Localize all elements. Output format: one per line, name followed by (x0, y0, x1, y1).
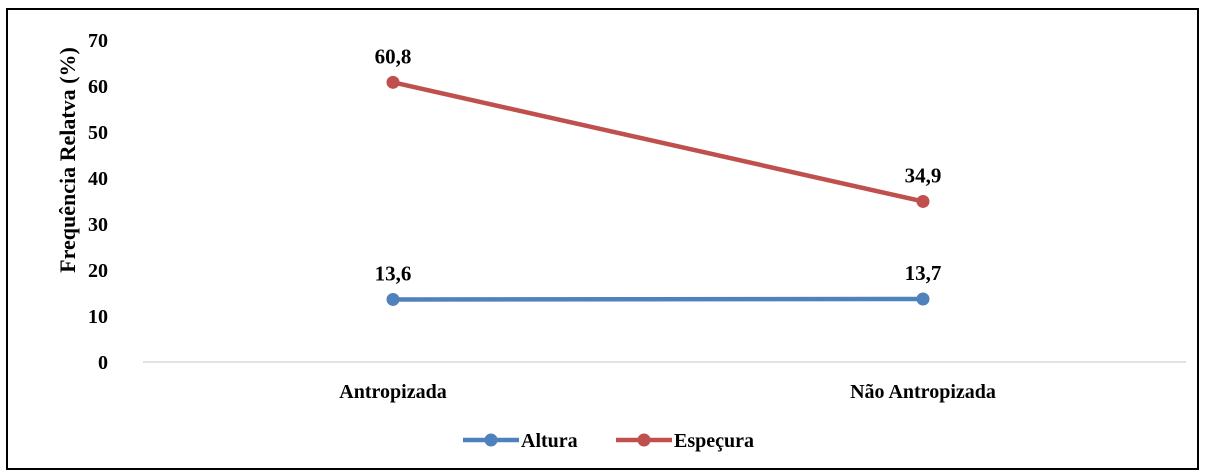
data-label: 60,8 (375, 44, 412, 68)
series-layer: 13,6 13,7 60,8 34,9 (375, 44, 942, 306)
y-tick-labels: 0 10 20 30 40 50 60 70 (88, 30, 108, 374)
y-tick-label: 50 (88, 122, 108, 144)
y-tick-label: 0 (98, 352, 108, 374)
legend-swatch-marker (637, 433, 651, 447)
data-label: 13,7 (905, 261, 942, 285)
data-label: 13,6 (375, 261, 412, 285)
legend-swatch-marker (484, 433, 498, 447)
data-point (386, 75, 400, 89)
data-point (386, 292, 400, 306)
legend-entry-label: Espeçura (674, 430, 754, 452)
y-tick-label: 20 (88, 260, 108, 282)
y-tick-label: 30 (88, 214, 108, 236)
data-point (916, 194, 930, 208)
chart-frame: Frequência Relatva (%) 0 10 20 30 40 50 60 70 A… (6, 8, 1199, 470)
y-tick-label: 40 (88, 168, 108, 190)
legend: Altura Espeçura (463, 430, 754, 452)
data-label: 34,9 (905, 163, 942, 187)
line-chart: Frequência Relatva (%) 0 10 20 30 40 50 60 70 A… (55, 30, 1186, 452)
x-category-label: Antropizada (339, 381, 446, 403)
series-line (392, 80, 924, 204)
y-tick-label: 60 (88, 76, 108, 98)
y-tick-label: 70 (88, 30, 108, 52)
data-point (916, 292, 930, 306)
x-category-labels: Antropizada Não Antropizada (339, 381, 996, 403)
legend-entry-label: Altura (521, 430, 578, 452)
y-axis-label: Frequência Relatva (%) (55, 47, 80, 273)
y-tick-label: 10 (88, 306, 108, 328)
x-category-label: Não Antropizada (850, 381, 996, 403)
